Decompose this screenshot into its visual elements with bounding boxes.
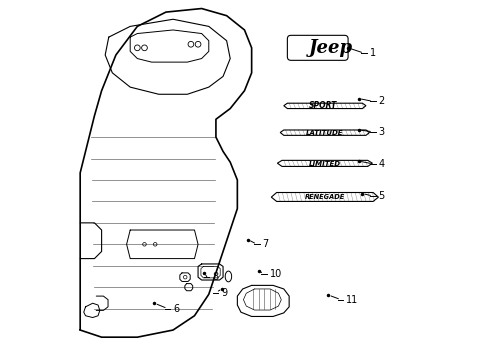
Text: 11: 11 [346, 295, 358, 305]
Text: Jeep: Jeep [308, 39, 352, 57]
Text: SPORT: SPORT [308, 101, 337, 110]
Text: LIMITED: LIMITED [308, 161, 340, 167]
Text: 3: 3 [378, 127, 384, 137]
Text: 6: 6 [173, 303, 179, 314]
Text: 2: 2 [378, 96, 384, 107]
Text: 8: 8 [212, 272, 218, 282]
Text: 7: 7 [262, 239, 268, 249]
Text: 1: 1 [369, 48, 375, 58]
Text: LATITUDE: LATITUDE [305, 130, 343, 136]
Text: RENEGADE: RENEGADE [304, 194, 345, 200]
Text: 10: 10 [269, 269, 281, 279]
Text: 9: 9 [221, 288, 227, 297]
Text: 4: 4 [378, 159, 384, 169]
Text: 5: 5 [378, 191, 384, 201]
